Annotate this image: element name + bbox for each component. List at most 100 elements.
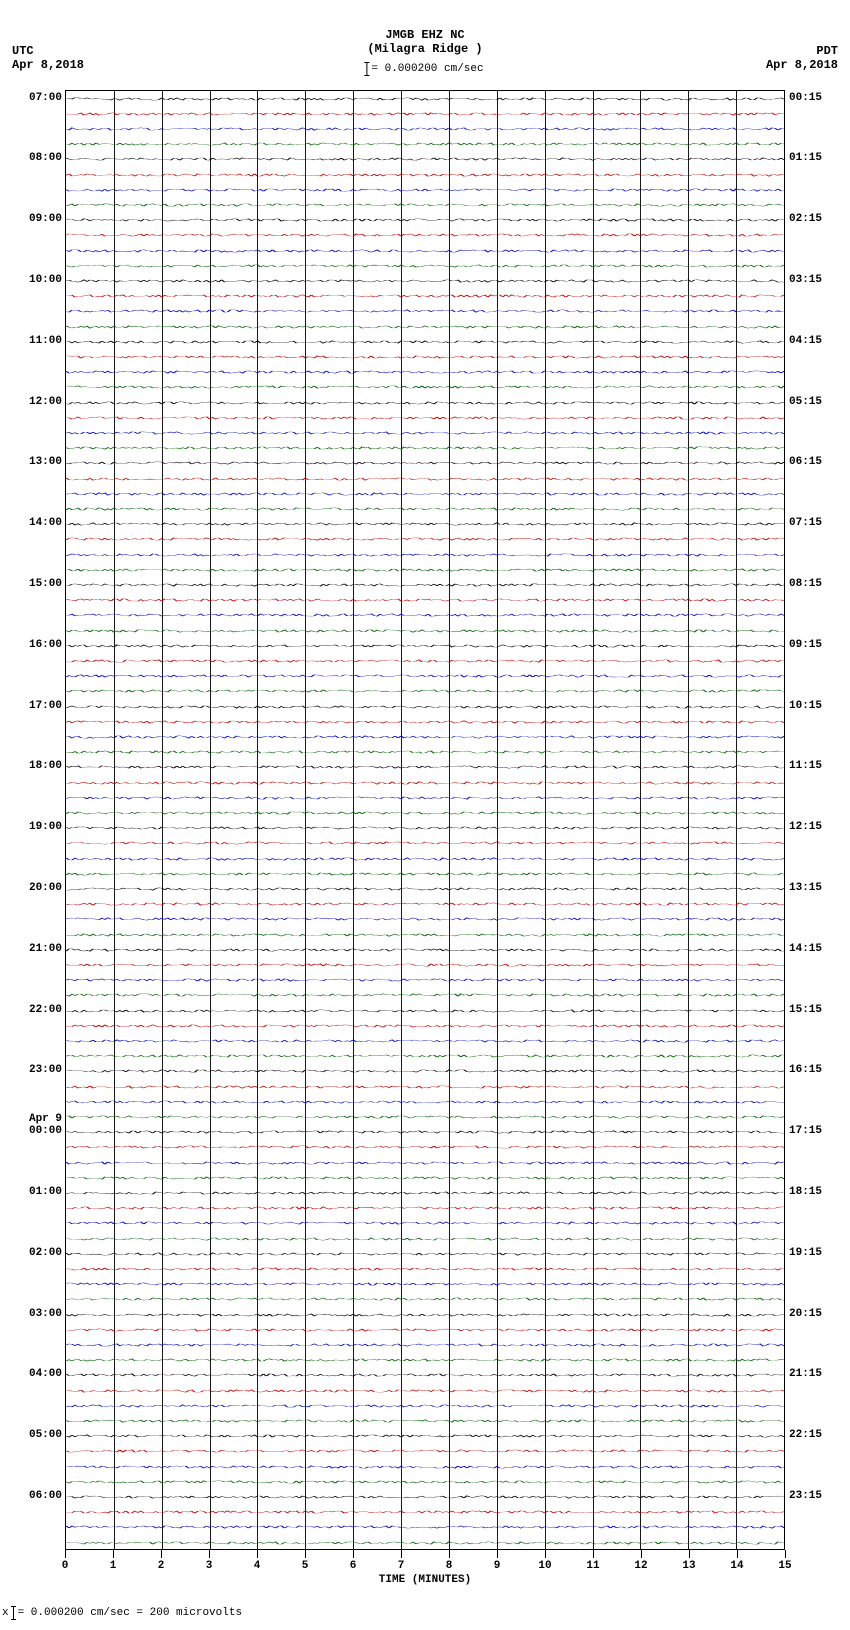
left-time-label: 00:00 bbox=[2, 1125, 62, 1137]
seismic-trace bbox=[66, 524, 784, 525]
right-time-label: 22:15 bbox=[789, 1429, 849, 1441]
seismic-trace bbox=[66, 874, 784, 875]
right-time-label: 17:15 bbox=[789, 1125, 849, 1137]
seismic-trace bbox=[66, 1299, 784, 1300]
seismic-trace bbox=[66, 1239, 784, 1240]
seismic-trace bbox=[66, 266, 784, 267]
seismic-trace bbox=[66, 1193, 784, 1194]
seismic-trace bbox=[66, 661, 784, 662]
seismic-trace bbox=[66, 159, 784, 160]
seismic-trace bbox=[66, 1223, 784, 1224]
seismic-trace bbox=[66, 722, 784, 723]
seismic-trace bbox=[66, 175, 784, 176]
seismic-trace bbox=[66, 144, 784, 145]
x-tick bbox=[593, 1550, 594, 1558]
x-tick bbox=[209, 1550, 210, 1558]
seismic-trace bbox=[66, 889, 784, 890]
right-time-label: 15:15 bbox=[789, 1004, 849, 1016]
left-timezone-block: UTC Apr 8,2018 bbox=[12, 44, 84, 72]
x-tick bbox=[785, 1550, 786, 1558]
seismic-trace bbox=[66, 114, 784, 115]
left-time-label: 15:00 bbox=[2, 578, 62, 590]
x-tick-label: 11 bbox=[586, 1560, 599, 1572]
left-time-label: 10:00 bbox=[2, 274, 62, 286]
seismic-trace bbox=[66, 1147, 784, 1148]
right-time-label: 00:15 bbox=[789, 92, 849, 104]
x-tick bbox=[113, 1550, 114, 1558]
left-date: Apr 8,2018 bbox=[12, 58, 84, 72]
title-block: JMGB EHZ NC (Milagra Ridge ) bbox=[367, 28, 482, 56]
seismic-trace bbox=[66, 463, 784, 464]
seismic-trace bbox=[66, 1254, 784, 1255]
seismic-trace bbox=[66, 1360, 784, 1361]
seismic-trace bbox=[66, 387, 784, 388]
right-time-label: 08:15 bbox=[789, 578, 849, 590]
seismic-trace bbox=[66, 1026, 784, 1027]
seismic-trace bbox=[66, 251, 784, 252]
seismic-trace bbox=[66, 1269, 784, 1270]
x-tick-label: 9 bbox=[494, 1560, 501, 1572]
seismic-trace bbox=[66, 1482, 784, 1483]
seismic-trace bbox=[66, 676, 784, 677]
right-time-label: 18:15 bbox=[789, 1186, 849, 1198]
left-time-label: 22:00 bbox=[2, 1004, 62, 1016]
right-time-label: 21:15 bbox=[789, 1368, 849, 1380]
seismic-trace bbox=[66, 1132, 784, 1133]
left-time-label: 23:00 bbox=[2, 1064, 62, 1076]
right-tz: PDT bbox=[766, 44, 838, 58]
right-time-label: 16:15 bbox=[789, 1064, 849, 1076]
seismic-trace bbox=[66, 1117, 784, 1118]
seismic-trace bbox=[66, 296, 784, 297]
seismic-trace bbox=[66, 327, 784, 328]
x-tick-label: 2 bbox=[158, 1560, 165, 1572]
x-tick bbox=[497, 1550, 498, 1558]
left-time-label: 08:00 bbox=[2, 152, 62, 164]
seismic-trace bbox=[66, 798, 784, 799]
x-tick-label: 14 bbox=[730, 1560, 743, 1572]
x-tick-label: 1 bbox=[110, 1560, 117, 1572]
seismic-trace bbox=[66, 691, 784, 692]
seismic-trace bbox=[66, 828, 784, 829]
x-tick bbox=[737, 1550, 738, 1558]
seismic-trace bbox=[66, 767, 784, 768]
left-time-label: 09:00 bbox=[2, 213, 62, 225]
x-tick-label: 10 bbox=[538, 1560, 551, 1572]
station-code: JMGB EHZ NC bbox=[367, 28, 482, 42]
seismic-trace bbox=[66, 1330, 784, 1331]
seismic-trace bbox=[66, 494, 784, 495]
left-time-label: 05:00 bbox=[2, 1429, 62, 1441]
seismic-trace bbox=[66, 631, 784, 632]
seismic-trace bbox=[66, 570, 784, 571]
right-time-label: 05:15 bbox=[789, 396, 849, 408]
left-time-label: 04:00 bbox=[2, 1368, 62, 1380]
x-tick bbox=[65, 1550, 66, 1558]
seismic-trace bbox=[66, 1391, 784, 1392]
scale-bar-icon bbox=[366, 62, 367, 76]
seismic-trace bbox=[66, 372, 784, 373]
x-tick-label: 3 bbox=[206, 1560, 213, 1572]
seismic-trace bbox=[66, 1087, 784, 1088]
left-time-label: 12:00 bbox=[2, 396, 62, 408]
right-time-label: 10:15 bbox=[789, 700, 849, 712]
footer-prefix: x bbox=[2, 1607, 9, 1619]
seismic-trace bbox=[66, 813, 784, 814]
left-time-label: 17:00 bbox=[2, 700, 62, 712]
seismic-trace bbox=[66, 479, 784, 480]
seismic-trace bbox=[66, 433, 784, 434]
seismic-trace bbox=[66, 1208, 784, 1209]
right-time-label: 11:15 bbox=[789, 760, 849, 772]
right-time-label: 23:15 bbox=[789, 1490, 849, 1502]
seismic-trace bbox=[66, 737, 784, 738]
left-time-label: 13:00 bbox=[2, 456, 62, 468]
x-tick-label: 8 bbox=[446, 1560, 453, 1572]
seismic-trace bbox=[66, 357, 784, 358]
right-timezone-block: PDT Apr 8,2018 bbox=[766, 44, 838, 72]
chart-header: UTC Apr 8,2018 JMGB EHZ NC (Milagra Ridg… bbox=[0, 0, 850, 80]
seismic-trace bbox=[66, 919, 784, 920]
seismic-trace bbox=[66, 1451, 784, 1452]
left-time-label: 19:00 bbox=[2, 821, 62, 833]
seismic-trace bbox=[66, 904, 784, 905]
seismic-trace bbox=[66, 615, 784, 616]
seismic-trace bbox=[66, 220, 784, 221]
seismic-trace bbox=[66, 707, 784, 708]
